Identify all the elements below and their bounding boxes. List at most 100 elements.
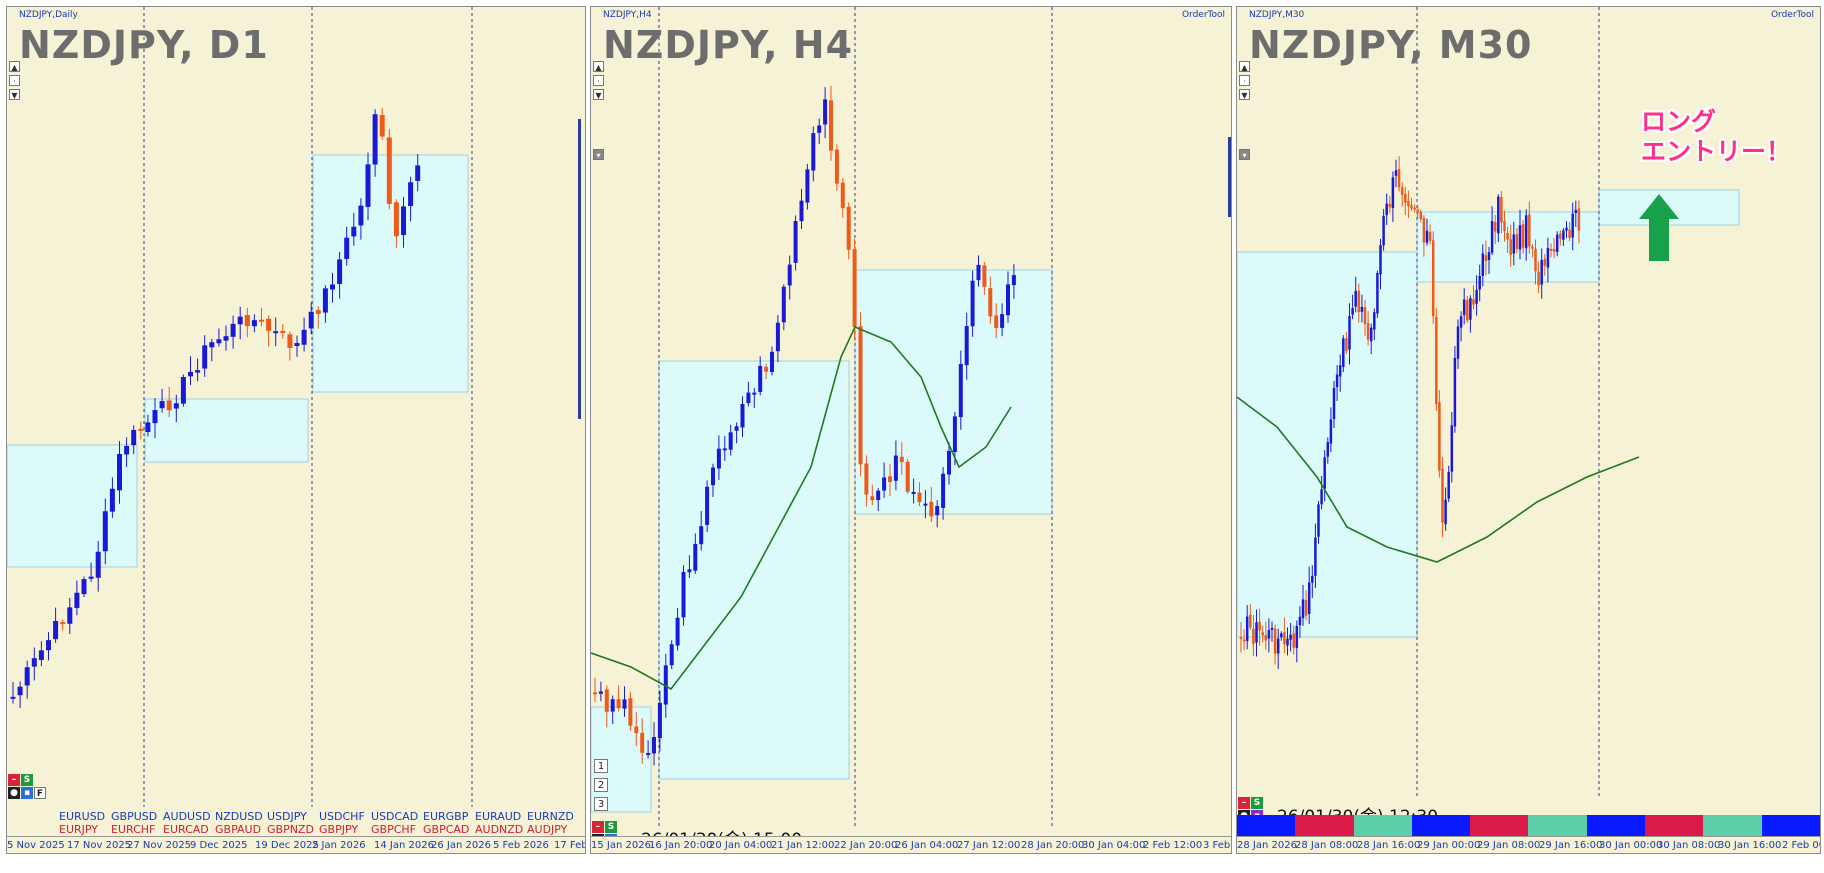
candle-body: [17, 686, 23, 696]
symbol-button[interactable]: AUDJPY: [527, 823, 568, 836]
minimize-icon[interactable]: –: [1238, 797, 1250, 809]
candle-body: [1301, 599, 1305, 619]
candle-body: [793, 221, 798, 263]
symbol-button[interactable]: GBPCAD: [423, 823, 470, 836]
candle-body: [929, 501, 934, 517]
candle-body: [315, 310, 321, 314]
candle-body: [1466, 300, 1469, 321]
candle-body: [1438, 402, 1441, 471]
timeframe-button[interactable]: ·: [593, 75, 604, 86]
scroll-indicator[interactable]: ▾: [593, 149, 604, 160]
candle-body: [294, 343, 300, 347]
candle-body: [173, 403, 179, 409]
scroll-up-button[interactable]: ▲: [593, 61, 604, 72]
candle-body: [266, 318, 272, 331]
candle-body: [159, 401, 165, 409]
symbol-button[interactable]: EURNZD: [527, 810, 574, 823]
price-chart-h4[interactable]: [591, 7, 1231, 853]
candle-body: [102, 511, 108, 552]
candle-body: [46, 640, 51, 651]
symbol-button[interactable]: GBPNZD: [267, 823, 314, 836]
candle-body: [1273, 628, 1277, 654]
candle-body: [1416, 209, 1419, 213]
symbol-button[interactable]: EURCHF: [111, 823, 156, 836]
vertical-scrollbar[interactable]: [1228, 137, 1231, 217]
candle-body: [1252, 628, 1255, 645]
symbol-button[interactable]: AUDNZD: [475, 823, 524, 836]
candle-body: [145, 422, 151, 433]
candle-body: [1323, 457, 1326, 489]
candle-body: [322, 288, 328, 313]
symbol-button[interactable]: EURGBP: [423, 810, 469, 823]
time-axis-label: 30 Jan 00:00: [1599, 840, 1663, 851]
timeframe-button[interactable]: ·: [9, 75, 20, 86]
minimize-icon[interactable]: –: [8, 774, 20, 786]
candle-body: [1487, 252, 1491, 261]
candle-body: [1404, 193, 1407, 203]
candle-body: [1447, 472, 1450, 499]
symbol-button[interactable]: EURUSD: [59, 810, 106, 823]
symbol-button[interactable]: GBPJPY: [319, 823, 359, 836]
symbol-button[interactable]: EURAUD: [475, 810, 522, 823]
entry-annotation: ロング エントリー！: [1641, 107, 1791, 167]
symbol-button[interactable]: GBPCHF: [371, 823, 416, 836]
candle-body: [923, 503, 928, 506]
time-axis-label: 2 Feb 00: [1782, 840, 1821, 851]
scroll-up-button[interactable]: ▲: [9, 61, 20, 72]
sell-icon[interactable]: S: [21, 774, 33, 786]
scroll-indicator[interactable]: ▾: [1239, 149, 1250, 160]
price-chart-d1[interactable]: [7, 7, 585, 853]
scroll-up-button[interactable]: ▲: [1239, 61, 1250, 72]
candle-body: [401, 206, 406, 236]
timeframe-button[interactable]: ·: [1239, 75, 1250, 86]
scroll-down-button[interactable]: ▼: [593, 89, 604, 100]
symbol-button[interactable]: USDCAD: [371, 810, 419, 823]
candle-body: [964, 326, 969, 366]
candle-body: [1524, 215, 1528, 249]
sell-icon[interactable]: S: [605, 821, 617, 833]
candle-body: [799, 200, 804, 222]
symbol-button[interactable]: NZDUSD: [215, 810, 263, 823]
candle-body: [1000, 314, 1005, 328]
candle-body: [1348, 315, 1351, 350]
number-button-1[interactable]: 1: [594, 759, 608, 773]
number-button-2[interactable]: 2: [594, 778, 608, 792]
vertical-scrollbar[interactable]: [578, 119, 581, 419]
candle-body: [1360, 306, 1364, 312]
candle-body: [1459, 316, 1463, 328]
candle-body: [1261, 632, 1264, 636]
candle-body: [287, 334, 293, 348]
symbol-button[interactable]: GBPUSD: [111, 810, 158, 823]
session-segment: [1295, 815, 1354, 837]
bomb-icon[interactable]: ●: [8, 787, 20, 799]
symbol-button[interactable]: GBPAUD: [215, 823, 262, 836]
scroll-down-button[interactable]: ▼: [9, 89, 20, 100]
candle-body: [273, 331, 279, 334]
candle-body: [230, 323, 236, 337]
symbol-button[interactable]: USDJPY: [267, 810, 307, 823]
time-axis: 5 Nov 2025 17 Nov 2025 27 Nov 2025 9 Dec 20…: [7, 836, 585, 853]
settings-icon[interactable]: ▪: [21, 787, 33, 799]
minimize-icon[interactable]: –: [592, 821, 604, 833]
chart-pane-h4[interactable]: NZDJPY,H4 OrderTool NZDJPY, H4 ▲ · ▼ ▾ 1…: [590, 6, 1232, 854]
number-button-3[interactable]: 3: [594, 797, 608, 811]
symbol-button[interactable]: USDCHF: [319, 810, 365, 823]
candle-body: [1571, 213, 1574, 238]
candle-body: [882, 477, 887, 491]
candle-body: [251, 320, 257, 327]
symbol-button[interactable]: EURJPY: [59, 823, 98, 836]
candle-body: [1342, 338, 1345, 367]
filter-icon[interactable]: F: [34, 787, 46, 799]
chart-pane-m30[interactable]: NZDJPY,M30 OrderTool NZDJPY, M30 ▲ · ▼ ▾…: [1236, 6, 1821, 854]
candle-body: [330, 284, 335, 290]
price-chart-m30[interactable]: [1237, 7, 1820, 853]
candle-body: [1469, 298, 1472, 320]
symbol-button[interactable]: AUDUSD: [163, 810, 211, 823]
candle-body: [657, 702, 662, 739]
candle-body: [365, 164, 371, 207]
symbol-button[interactable]: EURCAD: [163, 823, 209, 836]
candle-body: [687, 569, 692, 573]
sell-icon[interactable]: S: [1251, 797, 1263, 809]
chart-pane-d1[interactable]: NZDJPY,Daily NZDJPY, D1 ▲ · ▼ – S ● ▪ F …: [6, 6, 586, 854]
scroll-down-button[interactable]: ▼: [1239, 89, 1250, 100]
